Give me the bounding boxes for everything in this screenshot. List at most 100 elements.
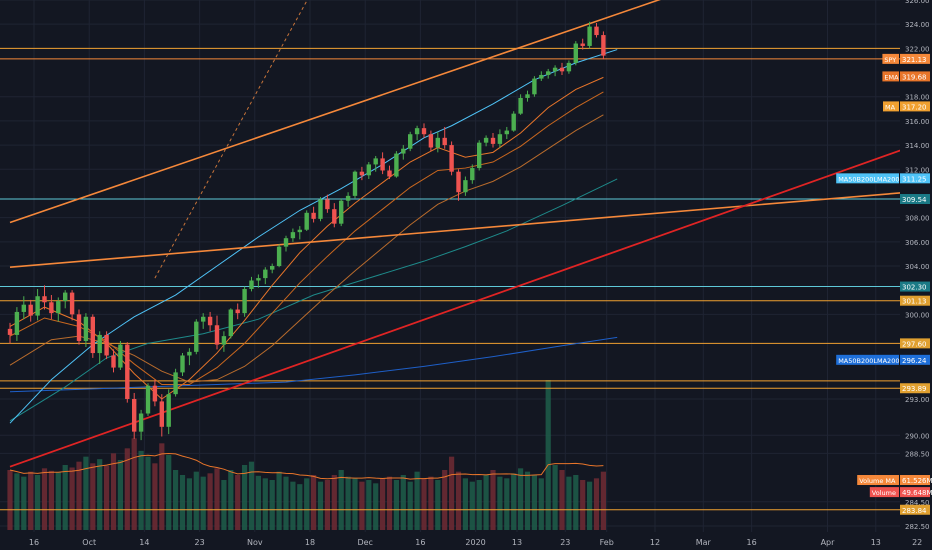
volume-bar [511, 473, 517, 530]
candle [318, 197, 323, 222]
x-tick-label: 2020 [465, 538, 485, 547]
x-tick-label: 22 [912, 538, 922, 547]
candle [435, 131, 440, 153]
candle [325, 194, 330, 213]
candle-body [49, 302, 54, 314]
volume-ma-line [9, 452, 604, 480]
candle [104, 331, 109, 360]
candle [21, 296, 26, 320]
volume-bar [352, 478, 358, 530]
volume-bar [580, 480, 586, 530]
volume-bar [504, 478, 510, 530]
candle [387, 165, 392, 179]
candle [539, 71, 544, 82]
volume-bar [145, 456, 151, 530]
price-tag-value: 283.84 [902, 507, 927, 515]
candle [201, 313, 206, 329]
candle [97, 331, 102, 364]
candle-body [449, 145, 454, 172]
volume-bar [373, 483, 379, 530]
x-axis-background [0, 532, 932, 550]
volume-bar [414, 471, 420, 530]
candle [394, 151, 399, 178]
volume-bar [48, 470, 54, 530]
candle-body [408, 134, 413, 149]
volume-bar [28, 471, 34, 530]
price-tag-box [900, 354, 930, 365]
price-tag-label-box [882, 53, 899, 64]
volume-bar [110, 453, 117, 530]
candle [594, 22, 599, 38]
candle [56, 297, 61, 322]
volume-bar [21, 476, 27, 530]
candle-body [97, 334, 102, 354]
volume-bar [552, 465, 558, 530]
candle [118, 340, 123, 370]
x-tick-label: 12 [650, 538, 660, 547]
price-tag-box [900, 101, 930, 112]
volume-bar [131, 438, 137, 530]
price-tag-value: 321.13 [902, 56, 927, 64]
volume-bar [449, 456, 455, 530]
volume-bar [483, 475, 489, 530]
y-tick-label: 326.00 [905, 0, 930, 5]
candle-body [166, 394, 171, 427]
candle-body [497, 134, 503, 144]
candle-body [56, 301, 61, 314]
y-tick-label: 322.00 [905, 45, 930, 53]
volume-bar [138, 450, 144, 530]
volume-bar [214, 468, 220, 530]
volume-bar [455, 471, 462, 530]
candle [442, 126, 447, 149]
volume-bar [242, 465, 248, 530]
candle-body [194, 321, 199, 352]
candle-body [125, 344, 130, 399]
x-tick-label: 16 [29, 538, 39, 547]
candle-body [28, 304, 33, 316]
volume-bar [104, 465, 110, 530]
volume-bar [559, 470, 565, 530]
candle [339, 198, 344, 227]
candle [42, 285, 47, 310]
price-tags: 321.13SPY319.68EMA317.20MA311.25MA50B200… [836, 53, 932, 515]
candle-body [477, 142, 482, 169]
price-tag-value: 301.13 [902, 298, 927, 306]
candle-body [387, 170, 392, 177]
candle-body [42, 296, 47, 303]
y-tick-label: 312.00 [905, 166, 930, 174]
candle-body [235, 309, 240, 314]
price-tag-value: 49.648M [902, 489, 932, 497]
candle-body [435, 137, 440, 148]
y-tick-label: 318.00 [905, 94, 930, 102]
candle [380, 152, 385, 175]
candle-body [159, 401, 164, 427]
price-tag: 302.30 [900, 281, 930, 292]
candle-body [270, 266, 275, 270]
x-tick-label: Oct [82, 538, 96, 547]
volume-bar [269, 480, 275, 530]
x-tick-label: 16 [747, 538, 757, 547]
candle-body [83, 316, 89, 341]
candle-body [601, 35, 606, 56]
candle-body [428, 134, 434, 148]
candle-body [573, 43, 578, 63]
volume-bar [235, 475, 241, 530]
price-tag-value: 319.68 [902, 73, 927, 81]
price-tag: 321.13 SPY [882, 53, 930, 64]
volume-bar [62, 465, 68, 530]
candle [311, 206, 316, 223]
candle [359, 166, 365, 181]
candle-body [456, 171, 461, 193]
candle-body [76, 314, 82, 341]
candle-body [263, 269, 268, 279]
volume-bar [600, 471, 606, 530]
volume-bar [276, 471, 282, 530]
volume-bar [228, 470, 234, 530]
candle [573, 41, 578, 66]
candle-body [352, 171, 358, 196]
volume-bar [393, 480, 399, 530]
volume-bar [117, 460, 123, 530]
volume-bar [428, 476, 434, 530]
candle-body [63, 292, 68, 302]
